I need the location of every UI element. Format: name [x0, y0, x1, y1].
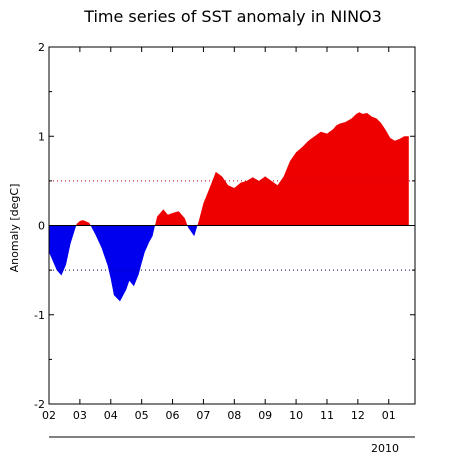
anomaly-area-negative-2	[90, 225, 155, 302]
x-tick-label: 03	[73, 409, 87, 422]
x-tick-label: 11	[320, 409, 334, 422]
anomaly-area-negative-0	[49, 225, 77, 276]
x-tick-label: 12	[351, 409, 365, 422]
x-tick-label: 09	[258, 409, 272, 422]
x-tick-label: 01	[382, 409, 396, 422]
y-tick-label: -1	[34, 309, 45, 322]
y-tick-label: 1	[38, 130, 45, 143]
chart-title: Time series of SST anomaly in NINO3	[83, 7, 382, 26]
x-tick-label: 05	[135, 409, 149, 422]
y-tick-label: -2	[34, 398, 45, 411]
x-tick-label: 07	[196, 409, 210, 422]
x-tick-label: 04	[104, 409, 118, 422]
anomaly-area-positive-3	[155, 209, 188, 226]
anomaly-area-positive-1	[76, 220, 91, 226]
y-tick-label: 2	[38, 41, 45, 54]
x-tick-label: 06	[166, 409, 180, 422]
plot-area	[49, 112, 415, 302]
x-tick-label: 08	[227, 409, 241, 422]
y-tick-label: 0	[38, 220, 45, 233]
x-tick-label: 02	[42, 409, 56, 422]
year-label: 2010	[371, 442, 399, 455]
anomaly-area-positive-5	[197, 112, 409, 226]
y-axis-label: Anomaly [degC]	[8, 184, 21, 273]
anomaly-area-negative-4	[187, 225, 198, 237]
x-tick-label: 10	[289, 409, 303, 422]
